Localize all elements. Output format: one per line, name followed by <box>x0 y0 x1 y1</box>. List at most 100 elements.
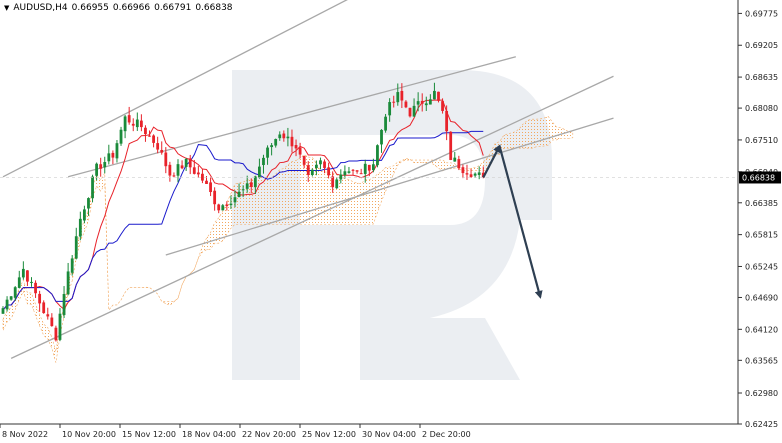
candle-body <box>241 189 245 191</box>
channel-line-4 <box>165 117 614 256</box>
candle-body <box>225 204 229 207</box>
candle-body <box>111 152 115 158</box>
high-value: 0.66966 <box>112 3 151 13</box>
candle-body <box>367 164 371 171</box>
candle-body <box>310 169 314 176</box>
y-tick-label: 0.64120 <box>745 325 778 334</box>
candle-body <box>339 174 343 180</box>
ichimoku-cloud <box>2 116 574 363</box>
y-tick-label: 0.66385 <box>745 199 778 208</box>
candle-body <box>176 164 180 176</box>
candle-body <box>50 317 54 327</box>
channel-line-1 <box>2 0 348 178</box>
symbol-label: AUDUSD,H4 <box>13 3 68 13</box>
candle-body <box>343 171 347 176</box>
candle-body <box>127 115 131 123</box>
low-value: 0.66791 <box>154 3 192 13</box>
candle-body <box>416 101 420 105</box>
candle-body <box>46 314 50 317</box>
candle-body <box>433 90 436 100</box>
candle-body <box>152 135 155 143</box>
candle-body <box>437 91 440 101</box>
candle-body <box>457 159 461 169</box>
candle-body <box>420 100 424 104</box>
channel-line-2 <box>67 56 516 178</box>
y-tick-label: 0.69205 <box>745 41 778 50</box>
chart-header: ▼ AUDUSD,H4 0.66955 0.66966 0.66791 0.66… <box>4 3 233 13</box>
candle-body <box>83 209 86 221</box>
candle-body <box>404 101 408 108</box>
candle-body <box>453 157 457 162</box>
candle-body <box>359 173 363 175</box>
candle-body <box>135 119 139 128</box>
candle-body <box>424 103 428 106</box>
candle-body <box>91 176 94 199</box>
candle-body <box>376 145 379 166</box>
candle-body <box>21 268 25 278</box>
open-value: 0.66955 <box>71 3 109 13</box>
candle-body <box>371 164 375 171</box>
candle-body <box>213 190 217 205</box>
forecast-arrows <box>482 144 543 299</box>
candle-body <box>384 116 387 131</box>
candle-body <box>196 172 200 175</box>
candle-body <box>233 197 237 203</box>
candle-body <box>78 218 82 237</box>
candle-body <box>205 180 208 184</box>
candle-body <box>180 165 184 169</box>
cloud-area <box>2 116 574 363</box>
y-tick-label: 0.68080 <box>745 104 778 113</box>
candle-body <box>473 173 477 176</box>
candle-body <box>290 136 294 147</box>
candle-body <box>278 134 282 139</box>
candle-body <box>298 147 302 155</box>
y-tick-label: 0.68635 <box>745 73 778 82</box>
candle-body <box>99 164 103 169</box>
forecast-up-arrow <box>482 144 501 178</box>
x-tick-label: 18 Nov 04:00 <box>182 430 236 439</box>
candle-body <box>331 176 335 188</box>
candle-body <box>5 299 9 310</box>
watermark-logo-icon <box>232 70 552 380</box>
candle-body <box>42 302 46 314</box>
candle-body <box>445 110 449 132</box>
watermark-shape <box>232 70 552 380</box>
candle-body <box>412 105 416 117</box>
x-tick-label: 10 Nov 20:00 <box>62 430 116 439</box>
y-tick-label: 0.62980 <box>745 389 778 398</box>
candle-body <box>123 116 127 132</box>
candle-body <box>229 203 233 206</box>
x-tick-label: 22 Nov 20:00 <box>242 430 296 439</box>
candle-body <box>87 198 90 209</box>
y-tick-label: 0.65815 <box>745 231 778 240</box>
x-tick-label: 25 Nov 12:00 <box>302 430 356 439</box>
candle-body <box>249 182 253 187</box>
candle-body <box>131 123 135 126</box>
candle-body <box>17 277 21 288</box>
candle-body <box>217 204 221 211</box>
candle-body <box>95 163 99 176</box>
candle-body <box>282 133 286 139</box>
candle-body <box>160 149 164 153</box>
candle-body <box>306 165 310 175</box>
candle-body <box>286 136 290 139</box>
candle-body <box>396 92 400 103</box>
candle-body <box>66 271 70 295</box>
dropdown-triangle-icon[interactable]: ▼ <box>4 4 10 12</box>
candle-body <box>258 166 261 178</box>
candle-body <box>74 236 78 259</box>
candle-body <box>58 313 62 340</box>
candle-body <box>274 139 278 146</box>
candle-body <box>400 90 404 101</box>
candle-body <box>302 156 306 165</box>
candle-body <box>26 270 29 282</box>
y-tick-label: 0.63565 <box>745 356 778 365</box>
candle-body <box>156 143 160 150</box>
candle-body <box>30 281 33 283</box>
candle-body <box>392 101 396 103</box>
current-price-label: 0.66838 <box>742 173 775 182</box>
candle-body <box>119 129 123 144</box>
x-tick-label: 15 Nov 12:00 <box>122 430 176 439</box>
forecast-down-arrow <box>498 145 543 299</box>
